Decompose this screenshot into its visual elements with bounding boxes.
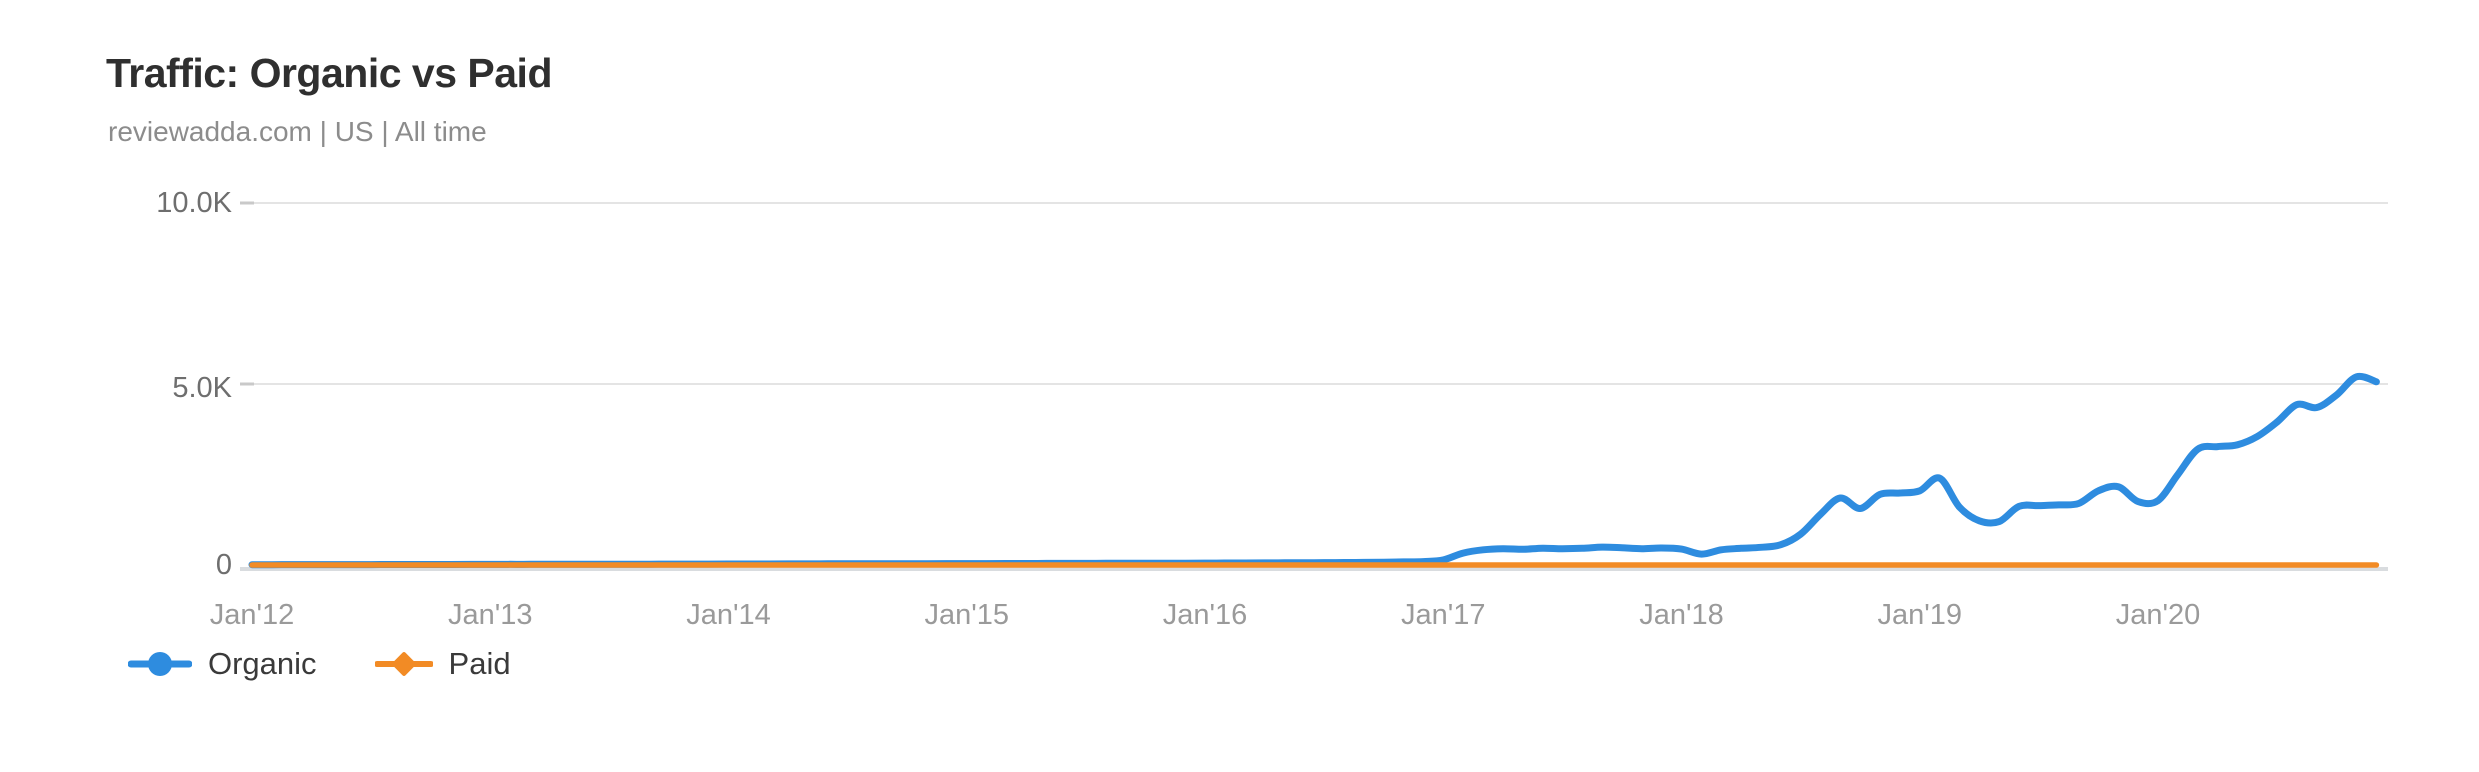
x-axis-label-jan17: Jan'17 bbox=[1400, 599, 1486, 631]
x-axis-label-jan12: Jan'12 bbox=[209, 599, 295, 631]
organic-series-marker-icon bbox=[128, 652, 192, 676]
y-axis-label-10k: 10.0K bbox=[156, 187, 232, 219]
chart-subtitle: reviewadda.com | US | All time bbox=[108, 116, 487, 147]
legend-item-paid[interactable]: Paid bbox=[374, 646, 511, 682]
legend-label-paid: Paid bbox=[448, 646, 511, 681]
x-axis-label-jan20: Jan'20 bbox=[2115, 599, 2201, 631]
chart-title: Traffic: Organic vs Paid bbox=[106, 50, 553, 96]
organic-series-line bbox=[248, 372, 2380, 569]
x-axis-label-jan15: Jan'15 bbox=[924, 599, 1010, 631]
x-axis: Jan'12 Jan'13 Jan'14 Jan'15 Jan'16 Jan'17 Jan'… bbox=[0, 597, 2479, 641]
x-axis-label-jan13: Jan'13 bbox=[447, 599, 533, 631]
legend-label-organic: Organic bbox=[208, 646, 317, 681]
x-axis-label-jan16: Jan'16 bbox=[1162, 599, 1248, 631]
legend: Organic Paid bbox=[128, 646, 511, 682]
y-axis-label-0: 0 bbox=[215, 549, 232, 581]
legend-item-organic[interactable]: Organic bbox=[128, 646, 317, 682]
paid-series-marker-icon bbox=[374, 652, 433, 676]
y-axis: 10.0K 5.0K 0 bbox=[40, 0, 232, 600]
y-axis-label-5k: 5.0K bbox=[172, 372, 232, 404]
x-axis-label-jan18: Jan'18 bbox=[1639, 599, 1724, 631]
x-axis-label-jan14: Jan'14 bbox=[686, 599, 771, 631]
x-axis-label-jan19: Jan'19 bbox=[1877, 599, 1963, 631]
